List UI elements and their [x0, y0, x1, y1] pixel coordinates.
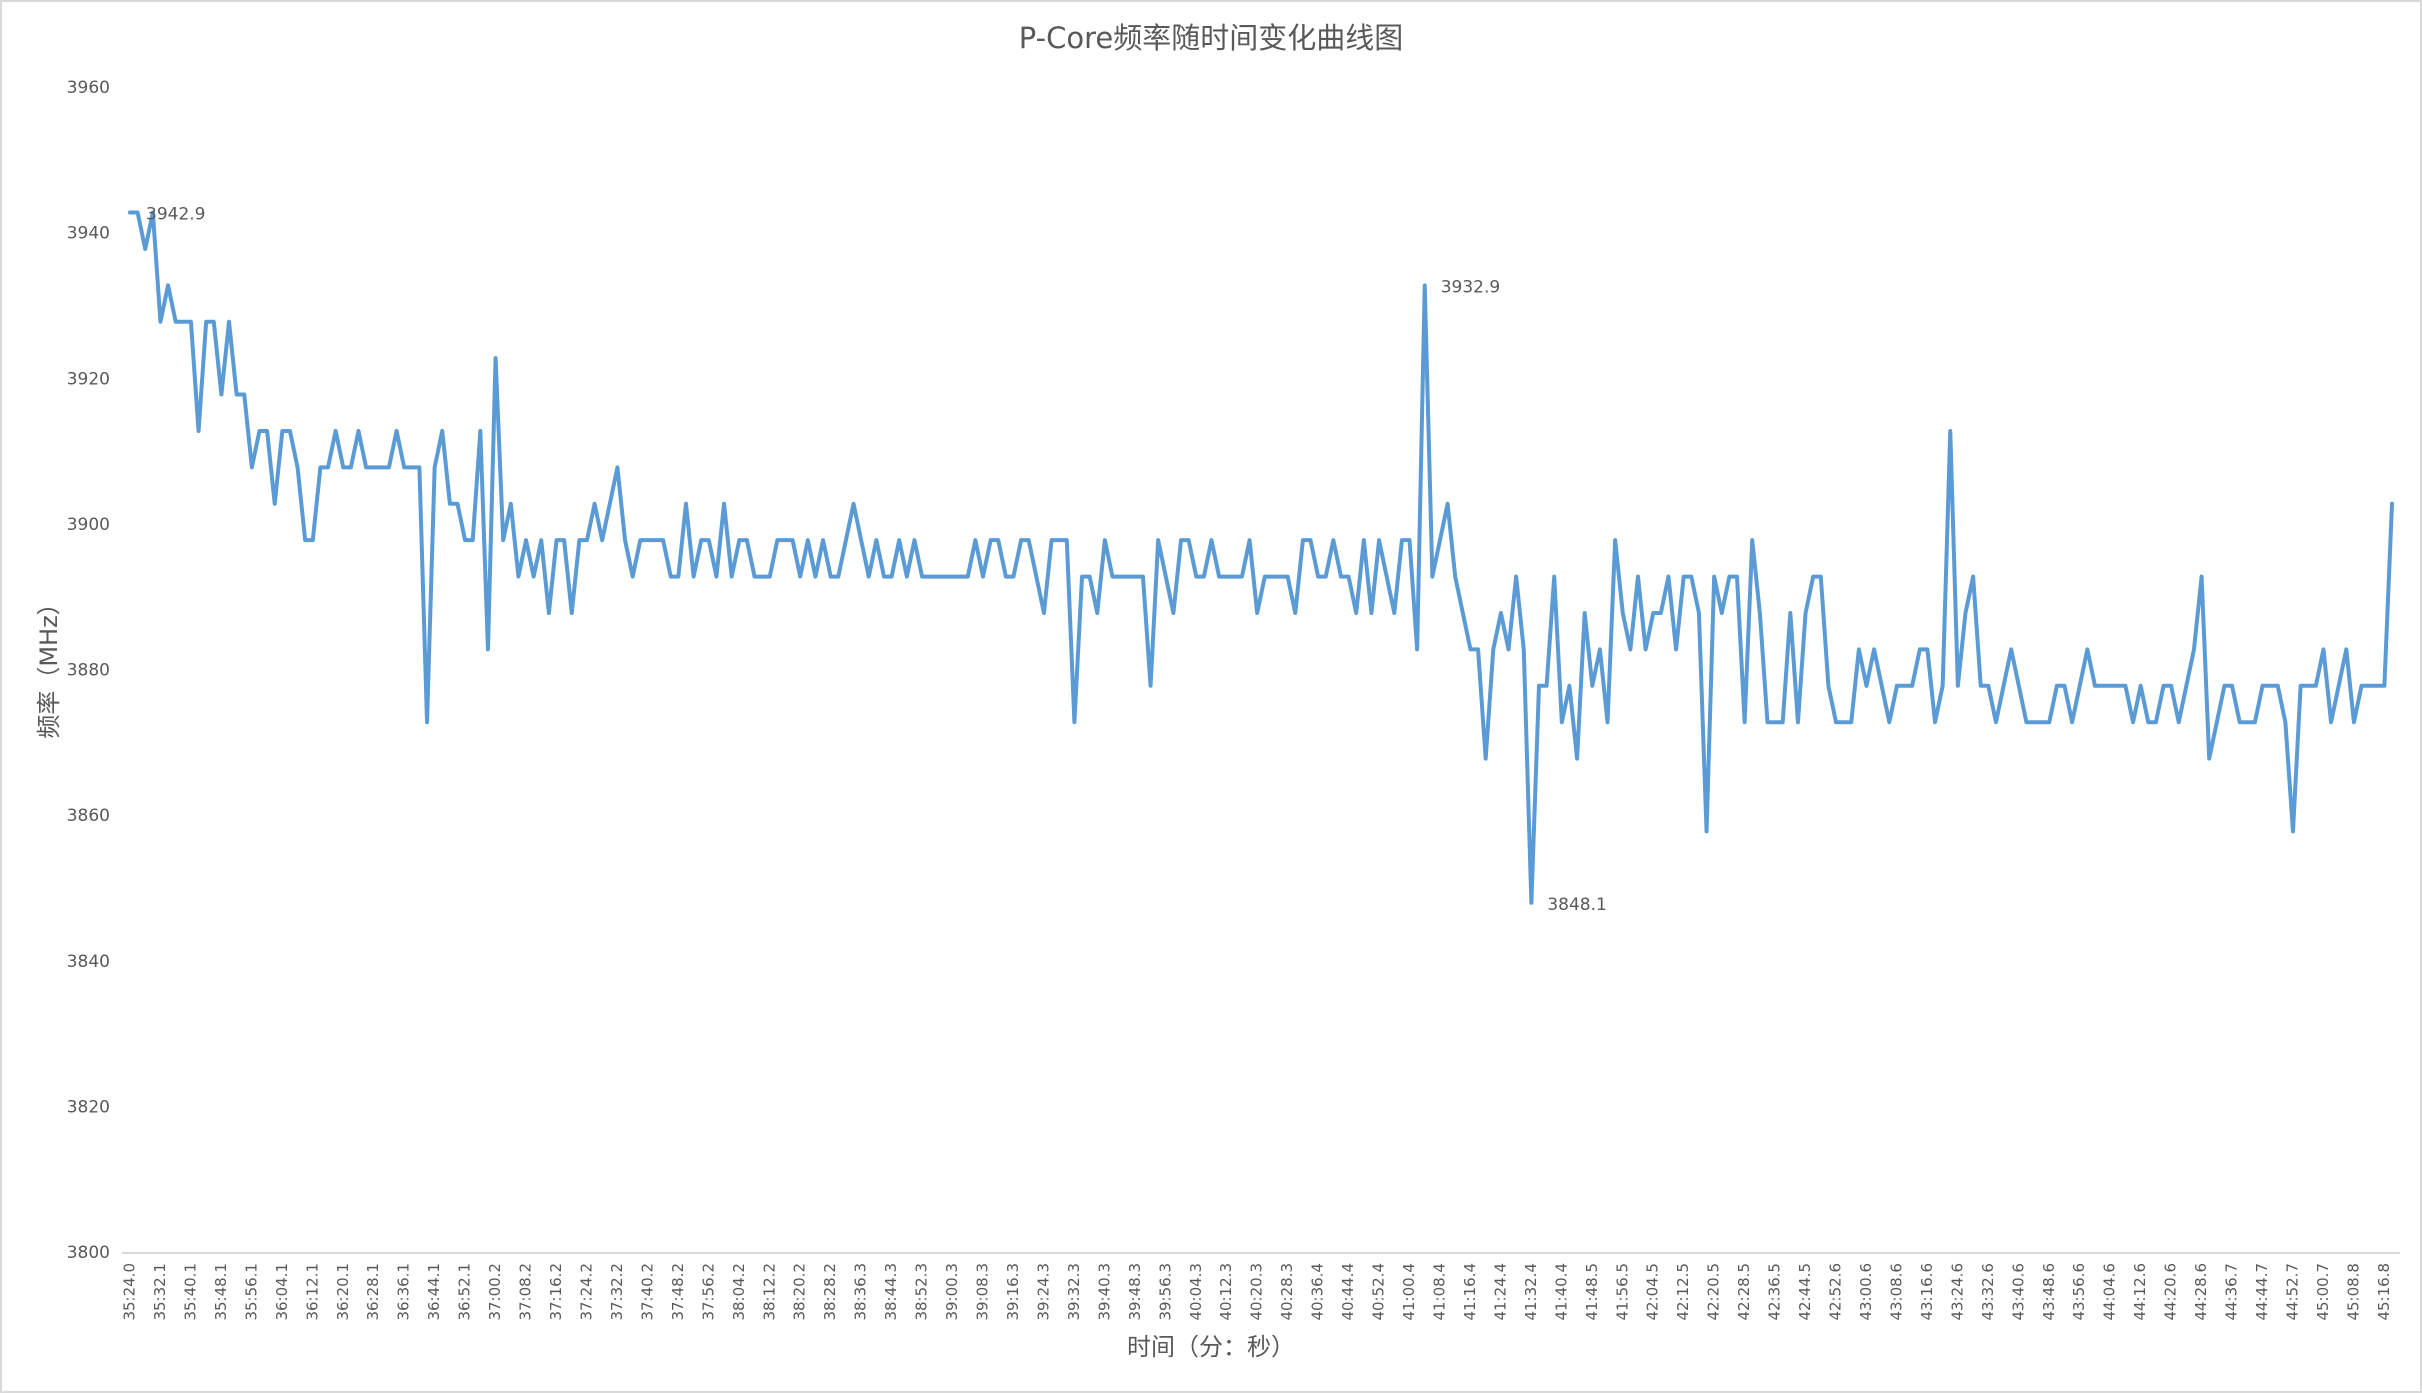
x-tick-label: 41:00.4 [1400, 1263, 1418, 1321]
y-tick-label: 3860 [67, 806, 110, 826]
x-tick-label: 35:32.1 [151, 1263, 169, 1321]
x-tick-label: 45:16.8 [2375, 1263, 2393, 1321]
x-tick-label: 42:36.5 [1766, 1263, 1784, 1321]
x-tick-label: 45:00.7 [2314, 1263, 2332, 1321]
x-tick-label: 38:20.2 [791, 1263, 809, 1321]
x-tick-label: 44:52.7 [2283, 1263, 2301, 1321]
x-tick-label: 44:12.6 [2131, 1263, 2149, 1321]
y-tick-label: 3940 [67, 224, 110, 244]
y-tick-label: 3880 [67, 661, 110, 681]
y-tick-label: 3840 [67, 952, 110, 972]
x-tick-label: 44:28.6 [2192, 1263, 2210, 1321]
y-tick-label: 3820 [67, 1097, 110, 1117]
x-tick-label: 38:44.3 [882, 1263, 900, 1321]
x-tick-label: 39:08.3 [974, 1263, 992, 1321]
x-tick-label: 37:00.2 [486, 1263, 504, 1321]
x-tick-label: 39:32.3 [1065, 1263, 1083, 1321]
x-tick-label: 41:40.4 [1552, 1263, 1570, 1321]
x-tick-label: 40:52.4 [1370, 1263, 1388, 1321]
x-tick-label: 36:36.1 [395, 1263, 413, 1321]
data-label: 3932.9 [1441, 277, 1500, 297]
x-tick-label: 44:44.7 [2253, 1263, 2271, 1321]
x-tick-label: 41:08.4 [1430, 1263, 1448, 1321]
x-tick-label: 41:16.4 [1461, 1263, 1479, 1321]
x-tick-label: 36:04.1 [273, 1263, 291, 1321]
y-tick-label: 3900 [67, 515, 110, 535]
x-tick-label: 43:32.6 [1979, 1263, 1997, 1321]
x-tick-label: 42:20.5 [1705, 1263, 1723, 1321]
data-line [128, 210, 2394, 905]
x-tick-label: 43:40.6 [2009, 1263, 2027, 1321]
x-tick-label: 35:24.0 [121, 1263, 139, 1321]
x-tick-label: 37:24.2 [577, 1263, 595, 1321]
x-tick-label: 44:20.6 [2162, 1263, 2180, 1321]
y-tick-label: 3960 [67, 78, 110, 98]
x-tick-label: 40:04.3 [1187, 1263, 1205, 1321]
chart-title: P-Core频率随时间变化曲线图 [1019, 21, 1403, 55]
x-tick-label: 37:48.2 [669, 1263, 687, 1321]
data-label: 3848.1 [1547, 895, 1606, 915]
x-tick-label: 36:12.1 [303, 1263, 321, 1321]
x-tick-label: 40:12.3 [1217, 1263, 1235, 1321]
x-tick-label: 43:16.6 [1918, 1263, 1936, 1321]
x-tick-label: 40:28.3 [1278, 1263, 1296, 1321]
x-tick-label: 43:56.6 [2070, 1263, 2088, 1321]
y-axis-title: 频率（MHz） [35, 591, 63, 738]
x-tick-label: 35:48.1 [212, 1263, 230, 1321]
x-tick-label: 37:08.2 [517, 1263, 535, 1321]
x-tick-label: 42:44.5 [1796, 1263, 1814, 1321]
x-tick-label: 39:56.3 [1156, 1263, 1174, 1321]
x-tick-label: 39:16.3 [1004, 1263, 1022, 1321]
y-tick-label: 3920 [67, 369, 110, 389]
y-tick-label: 3800 [67, 1243, 110, 1263]
x-tick-label: 43:48.6 [2040, 1263, 2058, 1321]
x-tick-label: 39:40.3 [1095, 1263, 1113, 1321]
x-tick-label: 40:36.4 [1309, 1263, 1327, 1321]
x-tick-label: 38:52.3 [913, 1263, 931, 1321]
x-tick-label: 41:24.4 [1491, 1263, 1509, 1321]
data-label: 3942.9 [146, 205, 205, 225]
x-tick-label: 42:52.6 [1827, 1263, 1845, 1321]
x-tick-label: 40:20.3 [1248, 1263, 1266, 1321]
x-tick-label: 41:32.4 [1522, 1263, 1540, 1321]
x-tick-label: 42:12.5 [1674, 1263, 1692, 1321]
x-tick-label: 37:40.2 [638, 1263, 656, 1321]
x-tick-label: 35:40.1 [181, 1263, 199, 1321]
x-tick-label: 38:04.2 [730, 1263, 748, 1321]
x-tick-label: 36:20.1 [334, 1263, 352, 1321]
x-tick-label: 45:08.8 [2344, 1263, 2362, 1321]
x-tick-label: 36:44.1 [425, 1263, 443, 1321]
x-tick-label: 42:28.5 [1735, 1263, 1753, 1321]
x-tick-label: 39:00.3 [943, 1263, 961, 1321]
x-tick-label: 41:48.5 [1583, 1263, 1601, 1321]
x-tick-label: 41:56.5 [1613, 1263, 1631, 1321]
x-tick-label: 44:04.6 [2101, 1263, 2119, 1321]
x-tick-label: 37:56.2 [699, 1263, 717, 1321]
x-tick-label: 36:28.1 [364, 1263, 382, 1321]
x-axis-title: 时间（分：秒） [1127, 1333, 1295, 1361]
x-tick-label: 42:04.5 [1644, 1263, 1662, 1321]
x-tick-label: 44:36.7 [2223, 1263, 2241, 1321]
x-tick-label: 39:24.3 [1034, 1263, 1052, 1321]
x-tick-label: 43:24.6 [1948, 1263, 1966, 1321]
x-tick-label: 37:32.2 [608, 1263, 626, 1321]
x-tick-label: 38:12.2 [760, 1263, 778, 1321]
x-tick-label: 38:36.3 [852, 1263, 870, 1321]
x-tick-label: 43:00.6 [1857, 1263, 1875, 1321]
x-tick-label: 39:48.3 [1126, 1263, 1144, 1321]
x-tick-label: 37:16.2 [547, 1263, 565, 1321]
x-tick-label: 40:44.4 [1339, 1263, 1357, 1321]
x-tick-label: 43:08.6 [1887, 1263, 1905, 1321]
x-tick-label: 35:56.1 [242, 1263, 260, 1321]
x-tick-label: 36:52.1 [456, 1263, 474, 1321]
x-tick-label: 38:28.2 [821, 1263, 839, 1321]
